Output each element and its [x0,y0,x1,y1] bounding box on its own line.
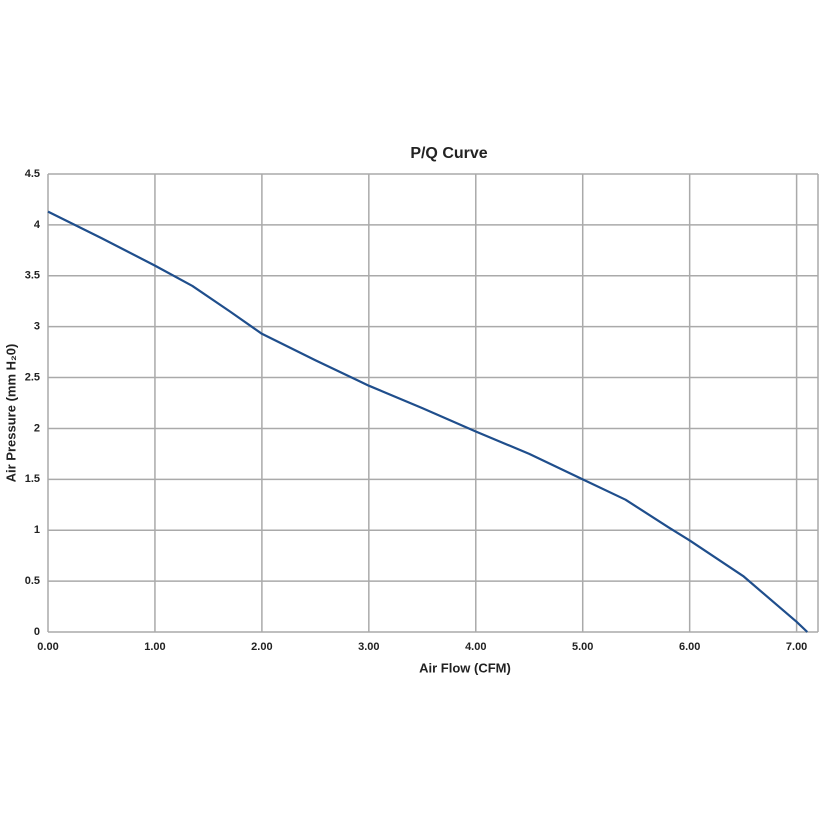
x-tick-label: 6.00 [679,641,700,653]
x-tick-label: 1.00 [144,641,165,653]
x-tick-label: 4.00 [465,641,486,653]
y-tick-label: 3.5 [25,270,40,282]
x-tick-label: 0.00 [37,641,58,653]
x-axis-label: Air Flow (CFM) [419,660,511,675]
y-axis-label: Air Pressure (mm H₂0) [3,344,18,483]
y-tick-label: 0 [34,626,40,638]
x-tick-label: 3.00 [358,641,379,653]
x-tick-label: 5.00 [572,641,593,653]
x-tick-label: 2.00 [251,641,272,653]
y-tick-label: 2 [34,422,40,434]
data-line [47,210,809,633]
y-tick-label: 0.5 [25,575,40,587]
y-tick-label: 4.5 [25,168,40,180]
y-tick-label: 1 [34,524,40,536]
y-tick-label: 3 [34,321,40,333]
x-tick-label: 7.00 [786,641,807,653]
y-tick-label: 4 [34,219,41,231]
chart-title: P/Q Curve [410,145,487,162]
y-tick-label: 2.5 [25,371,40,383]
y-tick-label: 1.5 [25,473,40,485]
